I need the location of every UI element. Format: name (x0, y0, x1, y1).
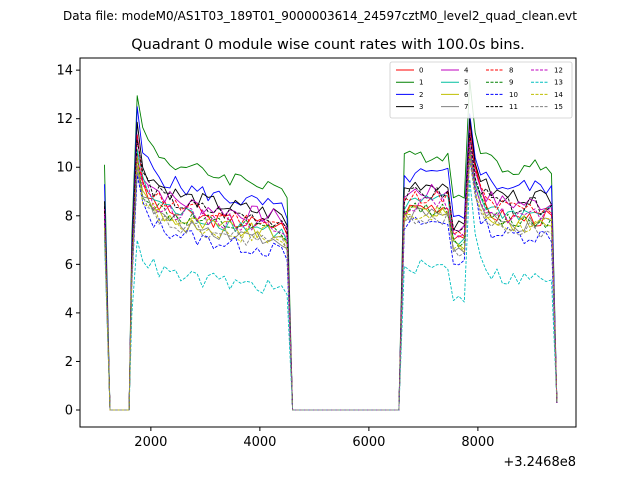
legend-label-1: 1 (419, 79, 423, 87)
x-tick-label: 8000 (461, 435, 494, 450)
figure-suptitle: Data file: modeM0/AS1T03_189T01_90000036… (63, 9, 577, 23)
x-tick-label: 6000 (352, 435, 385, 450)
legend-label-15: 15 (554, 103, 563, 111)
series-line-13 (104, 178, 558, 411)
x-tick-label: 2000 (134, 435, 167, 450)
legend-label-5: 5 (464, 79, 468, 87)
series-line-12 (104, 142, 558, 411)
legend-label-0: 0 (419, 67, 423, 75)
series-line-10 (104, 157, 558, 411)
legend-label-14: 14 (554, 91, 563, 99)
y-tick-label: 6 (65, 258, 73, 273)
y-tick-label: 10 (56, 161, 73, 176)
y-tick-label: 8 (65, 209, 73, 224)
legend-label-10: 10 (509, 91, 518, 99)
series-line-14 (104, 154, 558, 411)
legend-label-12: 12 (554, 67, 563, 75)
axes-frame (79, 57, 577, 428)
y-tick-label: 14 (56, 64, 73, 79)
series-line-2 (104, 106, 558, 411)
series-line-4 (104, 130, 558, 411)
chart-title: Quadrant 0 module wise count rates with … (131, 37, 525, 53)
legend-label-9: 9 (509, 79, 513, 87)
x-axis-offset-label: +3.2468e8 (503, 455, 576, 470)
y-tick-label: 0 (65, 404, 73, 419)
legend-label-6: 6 (464, 91, 469, 99)
y-tick-label: 2 (65, 355, 73, 370)
series-line-15 (104, 159, 558, 411)
legend-label-2: 2 (419, 91, 423, 99)
y-tick-label: 12 (56, 112, 73, 127)
series-layer (104, 79, 558, 411)
series-line-1 (104, 79, 558, 411)
x-tick-label: 4000 (243, 435, 276, 450)
legend-box (389, 61, 573, 119)
series-line-11 (104, 132, 558, 411)
y-tick-label: 4 (65, 306, 73, 321)
legend-label-13: 13 (554, 79, 563, 87)
legend-label-8: 8 (509, 67, 513, 75)
x-axis: 2000 4000 6000 8000 (134, 427, 494, 450)
legend-label-7: 7 (464, 103, 468, 111)
legend-label-11: 11 (509, 103, 518, 111)
series-line-3 (104, 118, 558, 411)
series-line-8 (104, 134, 558, 411)
legend-label-4: 4 (464, 67, 469, 75)
legend-label-3: 3 (419, 103, 423, 111)
y-axis: 0 2 4 6 8 10 12 14 (56, 64, 80, 419)
